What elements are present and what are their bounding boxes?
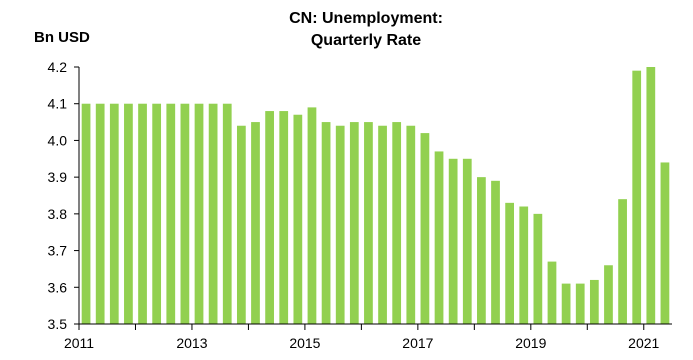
bar [660, 162, 670, 324]
bar [138, 103, 147, 325]
bar [321, 122, 331, 324]
x-tick-label: 2013 [176, 335, 207, 351]
bar [575, 283, 585, 324]
bar [109, 103, 119, 325]
bar [81, 103, 91, 325]
y-tick-label: 3.7 [48, 243, 68, 259]
bar [293, 114, 303, 324]
bar [265, 111, 274, 324]
x-tick-label: 2017 [402, 335, 433, 351]
y-tick-label: 4.2 [48, 59, 68, 75]
bar [434, 151, 444, 324]
axes-layer [74, 66, 672, 330]
bar [646, 67, 656, 324]
bar [251, 122, 260, 324]
chart-title: CN: Unemployment: [289, 10, 443, 27]
bar [561, 283, 571, 324]
bar [632, 70, 642, 324]
bar [533, 213, 543, 324]
y-tick-labels: 4.2 4.1 4.0 3.9 3.8 3.7 3.6 3.5 [48, 59, 68, 332]
bar [589, 279, 599, 324]
bar [462, 158, 472, 324]
x-tick-label: 2019 [515, 335, 546, 351]
bar [392, 122, 402, 324]
bar [222, 103, 232, 325]
bar [491, 180, 500, 324]
x-tick-label: 2011 [64, 335, 94, 351]
bar [307, 107, 317, 324]
bar [208, 103, 218, 325]
bar [194, 103, 204, 325]
bar [618, 199, 627, 324]
bar [547, 261, 557, 324]
bar [180, 103, 190, 325]
bar [236, 125, 246, 325]
bar [152, 103, 162, 325]
y-tick-label: 3.6 [48, 279, 68, 295]
y-axis-unit-label: Bn USD [34, 29, 90, 46]
bar [477, 177, 486, 324]
bar [279, 111, 289, 324]
bar [349, 122, 359, 324]
y-tick-label: 4.1 [48, 96, 68, 112]
y-tick-label: 3.5 [48, 316, 68, 332]
y-tick-label: 3.9 [48, 169, 68, 185]
bar [448, 158, 458, 324]
x-tick-labels: 2011 2013 2015 2017 2019 2021 [64, 335, 660, 351]
bar [378, 125, 387, 325]
bar [166, 103, 176, 325]
y-tick-label: 4.0 [48, 132, 68, 148]
chart-subtitle: Quarterly Rate [311, 32, 421, 49]
bar [519, 206, 529, 324]
bar [364, 122, 373, 324]
x-tick-label: 2015 [289, 335, 320, 351]
bar [420, 133, 430, 324]
bar [406, 125, 416, 325]
y-tick-label: 3.8 [48, 206, 68, 222]
bar [604, 265, 613, 324]
bar [505, 202, 514, 324]
bar [335, 125, 345, 325]
x-tick-label: 2021 [628, 335, 659, 351]
bar [95, 103, 105, 325]
bar [124, 103, 133, 325]
bars-layer [81, 67, 670, 325]
